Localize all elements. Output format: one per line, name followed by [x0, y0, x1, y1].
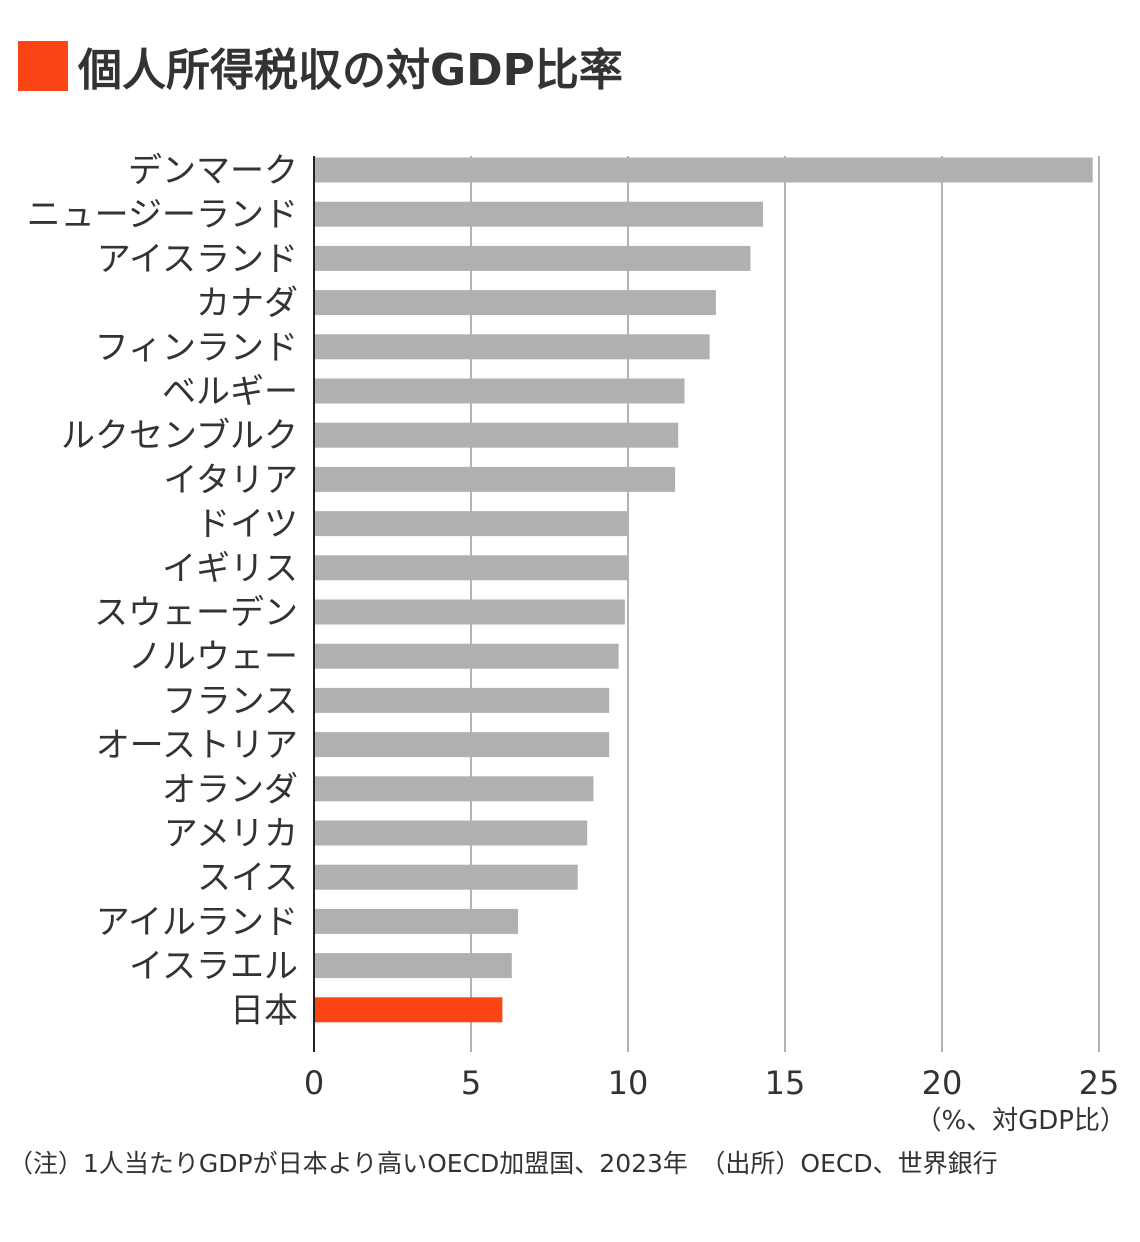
category-label: ノルウェー — [128, 637, 298, 677]
bar-highlight — [314, 997, 503, 1023]
x-tick-label: 10 — [608, 1064, 649, 1102]
x-tick-label: 5 — [461, 1064, 481, 1102]
category-label: 日本 — [230, 991, 298, 1031]
footnote: （注）1人当たりGDPが日本より高いOECD加盟国、2023年 （出所）OECD… — [8, 1149, 998, 1178]
category-label: オランダ — [162, 770, 298, 810]
x-tick-label: 0 — [304, 1064, 324, 1102]
bar — [314, 466, 676, 492]
bar — [314, 511, 628, 537]
category-label: ルクセンブルク — [61, 416, 298, 456]
category-label: ドイツ — [196, 505, 298, 545]
bar — [314, 290, 716, 316]
category-label: カナダ — [196, 284, 298, 324]
bar — [314, 245, 751, 271]
category-label: デンマーク — [128, 151, 298, 191]
category-label: アイスランド — [97, 239, 298, 279]
bar — [314, 908, 519, 934]
bar — [314, 732, 610, 758]
bar — [314, 687, 610, 713]
bar — [314, 334, 710, 360]
category-label: フランス — [163, 681, 298, 721]
x-tick-label: 15 — [765, 1064, 806, 1102]
category-label: スイス — [197, 858, 298, 898]
category-label: アイルランド — [96, 902, 298, 942]
x-tick-label: 25 — [1079, 1064, 1120, 1102]
bar — [314, 776, 594, 802]
category-label: ベルギー — [162, 372, 298, 412]
bar — [314, 201, 764, 227]
bar — [314, 864, 578, 890]
category-label: アメリカ — [164, 814, 298, 854]
category-label: フィンランド — [95, 328, 298, 368]
category-label: イタリア — [163, 460, 298, 500]
title-marker — [18, 41, 68, 91]
bar — [314, 599, 625, 625]
title-text: 個人所得税収の対GDP比率 — [78, 45, 623, 96]
bar — [314, 555, 628, 581]
category-label: ニュージーランド — [27, 195, 298, 235]
bar — [314, 378, 685, 404]
bar — [314, 820, 588, 846]
x-tick-label: 20 — [922, 1064, 963, 1102]
unit-label: （%、対GDP比） — [915, 1106, 1126, 1136]
chart-title: 個人所得税収の対GDP比率 — [18, 38, 623, 96]
category-label: イギリス — [162, 549, 298, 589]
bar — [314, 422, 679, 448]
category-label: イスラエル — [129, 947, 298, 987]
bar — [314, 643, 619, 669]
bar — [314, 953, 512, 979]
category-label: オーストリア — [96, 726, 298, 766]
category-label: スウェーデン — [94, 593, 298, 633]
bar — [314, 157, 1093, 183]
